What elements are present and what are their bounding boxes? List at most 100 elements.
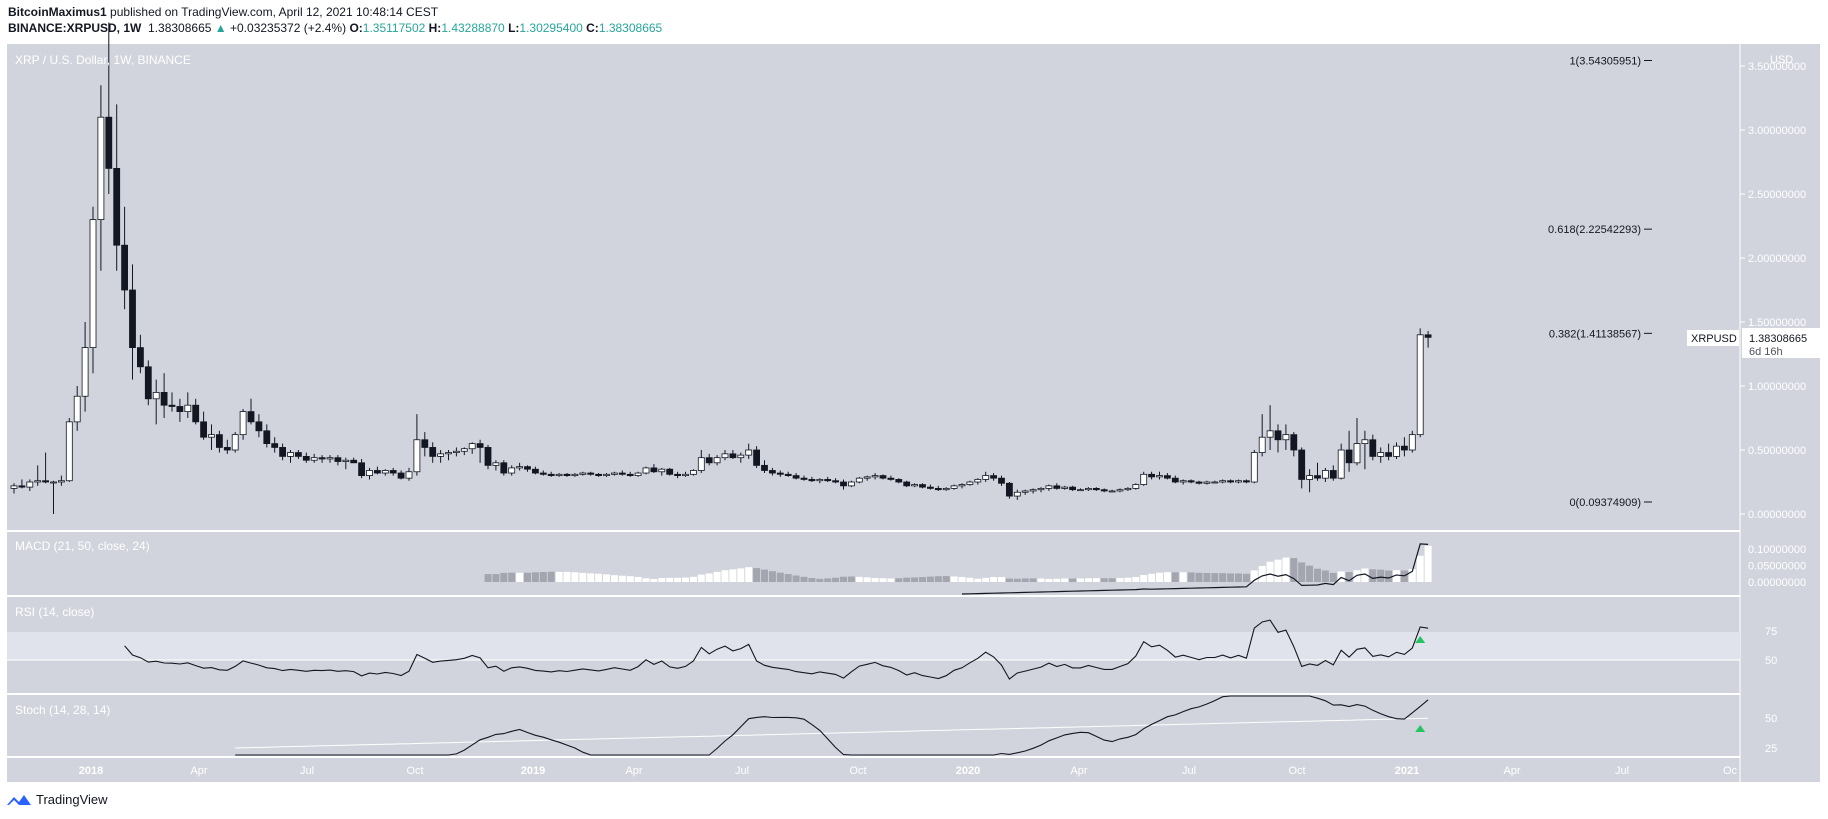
macd-tick-label: 0.05000000 (1748, 561, 1806, 573)
price-tick-label: 0.50000000 (1748, 445, 1806, 457)
candle-body (136, 347, 144, 368)
open-label: O: (349, 21, 363, 35)
candle-body (634, 472, 642, 477)
candle-body (1092, 487, 1100, 491)
candle-body (658, 468, 666, 473)
macd-hist-bar (1021, 578, 1029, 582)
macd-hist-bar (547, 571, 555, 582)
candle-body (1298, 449, 1306, 480)
macd-hist-bar (808, 578, 816, 582)
candle-body (381, 470, 389, 474)
candle-body (1156, 475, 1163, 478)
fib-level-label: 0(0.09374909) (1569, 497, 1641, 509)
candle-body (1369, 439, 1377, 457)
macd-hist-bar (737, 568, 745, 582)
macd-hist-bar (1329, 572, 1337, 582)
candle-body (642, 467, 650, 474)
candle-body (753, 449, 760, 466)
candle-body (1116, 489, 1124, 492)
macd-line (961, 543, 1429, 595)
candle-body (1243, 480, 1250, 483)
macd-hist-bar (1100, 578, 1108, 582)
low-value: 1.30295400 (519, 21, 583, 35)
candle-body (1274, 430, 1282, 441)
macd-hist-bar (658, 578, 666, 582)
candle-body (737, 454, 745, 459)
macd-hist-bar (713, 571, 721, 582)
symbol-label: BINANCE:XRPUSD, 1W (8, 21, 142, 35)
time-axis-label: Apr (1503, 765, 1520, 777)
author-name[interactable]: BitcoinMaximus1 (8, 5, 107, 19)
macd-title: MACD (21, 50, close, 24) (15, 539, 150, 553)
candle-body (1306, 475, 1313, 480)
macd-hist-bar (563, 571, 571, 582)
candle-body (705, 457, 713, 464)
macd-hist-bar (1306, 565, 1314, 582)
macd-hist-bar (1345, 572, 1353, 582)
fib-level-label: 0.618(2.22542293) (1548, 224, 1641, 236)
candle-body (1314, 475, 1321, 479)
price-tag-bg (1742, 328, 1820, 358)
macd-hist-bar (1408, 569, 1416, 582)
candle-body (350, 459, 358, 464)
close-label: C: (586, 21, 599, 35)
macd-hist-bar (745, 567, 753, 582)
macd-hist-bar (1266, 561, 1274, 582)
candle-body (373, 470, 381, 474)
candle-body (950, 485, 958, 489)
candle-body (611, 472, 618, 475)
macd-hist-bar (1124, 577, 1132, 582)
macd-hist-bar (1148, 573, 1156, 582)
candle-body (468, 443, 476, 450)
candle-body (1329, 470, 1337, 479)
tradingview-brand[interactable]: TradingView (6, 792, 108, 807)
macd-hist-bar (1393, 570, 1400, 582)
candle-body (1021, 490, 1029, 493)
time-axis-label: 2020 (956, 765, 980, 777)
candle-body (1393, 445, 1400, 457)
macd-hist-bar (871, 578, 879, 582)
main-pane-title: XRP / U.S. Dollar, 1W, BINANCE (15, 53, 191, 67)
stoch-group: 50 25 (235, 695, 1777, 756)
candle-body (263, 430, 271, 444)
macd-hist-bar (1258, 565, 1266, 582)
macd-hist-bar (1290, 558, 1298, 582)
candle-body (800, 477, 808, 480)
candle-body (113, 167, 121, 246)
stoch-pane-bg (7, 695, 1740, 756)
macd-hist-bar (1132, 576, 1140, 582)
candle-body (192, 404, 200, 423)
price-axis-bg (1740, 44, 1820, 782)
candle-body (903, 481, 911, 487)
rsi-group: 75 50 (124, 619, 1777, 680)
candle-body (1337, 449, 1345, 479)
macd-hist-bar (571, 572, 579, 582)
macd-hist-bar (1195, 572, 1203, 582)
candle-body (990, 475, 997, 479)
candle-body (1377, 452, 1385, 457)
candle-body (34, 480, 42, 483)
chart-canvas[interactable]: 1(3.54305951) 0.618(2.22542293) 0.382(1.41… (0, 0, 1828, 785)
macd-hist-bar (832, 577, 840, 582)
price-tick-label: 3.50000000 (1748, 61, 1806, 73)
macd-hist-bar (784, 574, 792, 582)
candle-body (1164, 475, 1171, 479)
candle-body (318, 457, 326, 460)
candle-body (279, 447, 287, 457)
time-axis-label: Jul (1615, 765, 1629, 777)
candle-body (974, 479, 982, 483)
macd-hist-bar (516, 572, 524, 582)
price-tick-label: 2.00000000 (1748, 253, 1806, 265)
time-axis-label: Oct (1288, 765, 1305, 777)
macd-hist-bar (626, 576, 634, 582)
candle-body (42, 480, 49, 483)
candles-group (10, 22, 1432, 514)
macd-hist-bar (1140, 575, 1148, 582)
macd-hist-bar (1203, 572, 1211, 582)
candle-body (129, 289, 136, 348)
candle-body (405, 471, 413, 479)
macd-hist-bar (1385, 570, 1393, 582)
rsi-tick-label: 75 (1765, 626, 1777, 638)
macd-hist-bar (855, 576, 863, 582)
candle-body (1029, 489, 1037, 492)
